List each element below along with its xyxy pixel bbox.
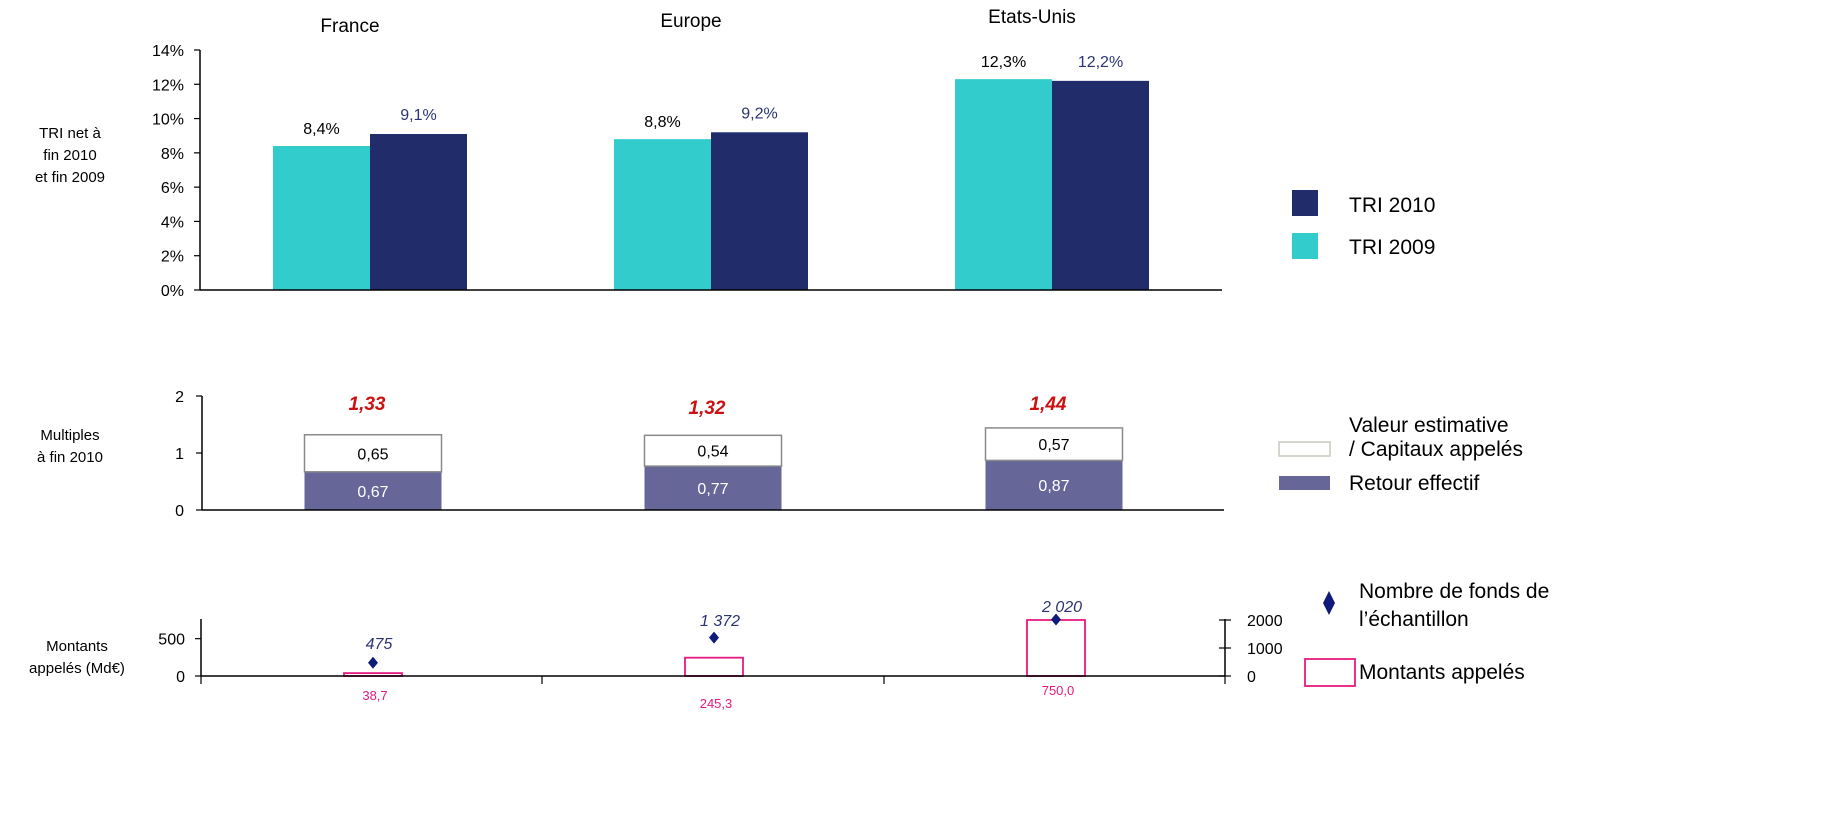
legend-swatch-tri-2009: [1292, 233, 1318, 259]
data-label-retour: 0,87: [1038, 478, 1069, 495]
y-tick-label: 1: [175, 446, 184, 463]
data-label-tri-2010: 9,1%: [400, 107, 436, 124]
bar-valeur-estimative: [984, 427, 1124, 462]
y-tick-label: 8%: [161, 146, 184, 163]
data-label-tri-2009: 8,8%: [644, 114, 680, 131]
right-y-tick-label: 0: [1247, 669, 1256, 686]
data-label-valeur: 0,65: [357, 446, 388, 463]
bar-tri-2010: [711, 132, 808, 290]
category-label: France: [320, 16, 379, 37]
montants-x-axis: [200, 675, 1226, 684]
legend-label-tri-2009: TRI 2009: [1349, 236, 1435, 259]
bar-valeur-estimative: [303, 434, 443, 473]
tri-y-axis: 0% 2% 4% 6% 8% 10% 12% 14%: [152, 43, 201, 300]
y-axis-title-line: Montants: [46, 638, 108, 655]
data-label-retour: 0,77: [697, 481, 728, 498]
y-tick-label: 12%: [152, 77, 184, 94]
data-label-valeur: 0,54: [697, 444, 728, 461]
data-label-tri-2010: 9,2%: [741, 105, 777, 122]
montants-y-axis-title: Montants appelés (Md€): [29, 638, 125, 677]
montants-legend: Nombre de fonds de l’échantillon Montants …: [1304, 580, 1549, 687]
bar-tri-2009: [614, 139, 711, 290]
y-tick-label: 14%: [152, 43, 184, 60]
data-label-valeur: 0,57: [1038, 437, 1069, 454]
data-label-tri-2009: 12,3%: [981, 54, 1026, 71]
bar-tri-2010: [370, 134, 467, 290]
y-tick-label: 500: [158, 632, 185, 649]
fonds-marker: [1051, 613, 1061, 626]
data-label-fonds: 1 372: [700, 613, 740, 630]
y-tick-label: 6%: [161, 180, 184, 197]
bar-retour-effectif: [644, 466, 782, 510]
multiple-total-label: 1,44: [1030, 394, 1067, 415]
multiples-y-axis-title: Multiples à fin 2010: [37, 427, 103, 466]
bar-valeur-estimative: [643, 434, 783, 467]
legend-label-valeur: Valeur estimative: [1349, 414, 1509, 437]
fonds-marker: [368, 656, 378, 669]
bar-tri-2010: [1052, 80, 1149, 290]
data-label-montants: 750,0: [1042, 683, 1075, 698]
right-y-tick-label: 1000: [1247, 641, 1283, 658]
montants-right-y-axis: 0 1000 2000: [1219, 613, 1283, 686]
legend-swatch-valeur: [1278, 441, 1331, 457]
y-axis-title-line: TRI net à: [39, 125, 101, 142]
multiples-y-axis: 0 1 2: [175, 389, 203, 520]
legend-swatch-retour: [1279, 476, 1330, 490]
y-axis-title-line: et fin 2009: [35, 169, 105, 186]
bar-retour-effectif: [304, 471, 442, 510]
data-label-tri-2010: 12,2%: [1078, 54, 1123, 71]
bar-montants-appeles: [684, 656, 744, 677]
data-label-montants: 245,3: [700, 696, 733, 711]
bar-montants-appeles: [1026, 619, 1086, 677]
multiple-total-label: 1,32: [689, 398, 726, 419]
tri-legend: TRI 2010 TRI 2009: [1292, 190, 1435, 259]
y-axis-title-line: appelés (Md€): [29, 660, 125, 677]
montants-bars: 38,7 245,3 750,0: [343, 619, 1086, 711]
y-axis-title-line: Multiples: [40, 427, 99, 444]
category-label: Etats-Unis: [988, 7, 1076, 28]
multiples-bars: 0,67 0,65 1,33 0,77 0,54 1,32 0,87 0,57 1,44: [303, 394, 1124, 510]
multiples-panel: Multiples à fin 2010 0 1 2 0,67 0,65 1,33 0,77…: [37, 389, 1523, 520]
y-tick-label: 4%: [161, 214, 184, 231]
data-label-montants: 38,7: [362, 688, 387, 703]
category-label: Europe: [660, 11, 721, 32]
fonds-marker: [709, 631, 719, 644]
legend-label-fonds-line2: l’échantillon: [1359, 608, 1469, 631]
y-tick-label: 0%: [161, 283, 184, 300]
tri-panel: France Europe Etats-Unis TRI net à fin 2010…: [35, 7, 1435, 300]
data-label-fonds: 2 020: [1041, 599, 1082, 616]
legend-label-montants: Montants appelés: [1359, 661, 1525, 684]
multiple-total-label: 1,33: [349, 394, 386, 415]
right-y-tick-label: 2000: [1247, 613, 1283, 630]
y-tick-label: 2: [175, 389, 184, 406]
y-tick-label: 0: [176, 669, 185, 686]
data-label-fonds: 475: [366, 636, 393, 653]
fonds-markers: 475 1 372 2 020: [366, 599, 1082, 669]
data-label-tri-2009: 8,4%: [303, 121, 339, 138]
legend-label-valeur-line2: / Capitaux appelés: [1349, 438, 1523, 461]
montants-panel: Montants appelés (Md€) 0 500 0 1000 2000 38,…: [29, 580, 1549, 711]
bar-retour-effectif: [985, 460, 1123, 510]
legend-marker-fonds: [1323, 591, 1335, 615]
legend-swatch-tri-2010: [1292, 190, 1318, 216]
data-label-retour: 0,67: [357, 484, 388, 501]
montants-y-axis: 0 500: [158, 619, 202, 686]
y-tick-label: 2%: [161, 249, 184, 266]
legend-label-retour: Retour effectif: [1349, 472, 1480, 495]
y-axis-title-line: à fin 2010: [37, 449, 103, 466]
bar-tri-2009: [955, 79, 1052, 291]
y-tick-label: 10%: [152, 112, 184, 129]
y-tick-label: 0: [175, 503, 184, 520]
legend-swatch-montants: [1304, 658, 1356, 687]
multiples-legend: Valeur estimative/ Capitaux appelés Retou…: [1278, 414, 1523, 495]
bar-tri-2009: [273, 146, 370, 290]
tri-bars: 8,4% 9,1% 8,8% 9,2% 12,3% 12,2%: [273, 54, 1149, 291]
tri-y-axis-title: TRI net à fin 2010 et fin 2009: [35, 125, 105, 186]
tri-category-labels: France Europe Etats-Unis: [320, 7, 1075, 37]
y-axis-title-line: fin 2010: [43, 147, 96, 164]
legend-label-tri-2010: TRI 2010: [1349, 194, 1435, 217]
legend-label-fonds: Nombre de fonds de: [1359, 580, 1549, 603]
